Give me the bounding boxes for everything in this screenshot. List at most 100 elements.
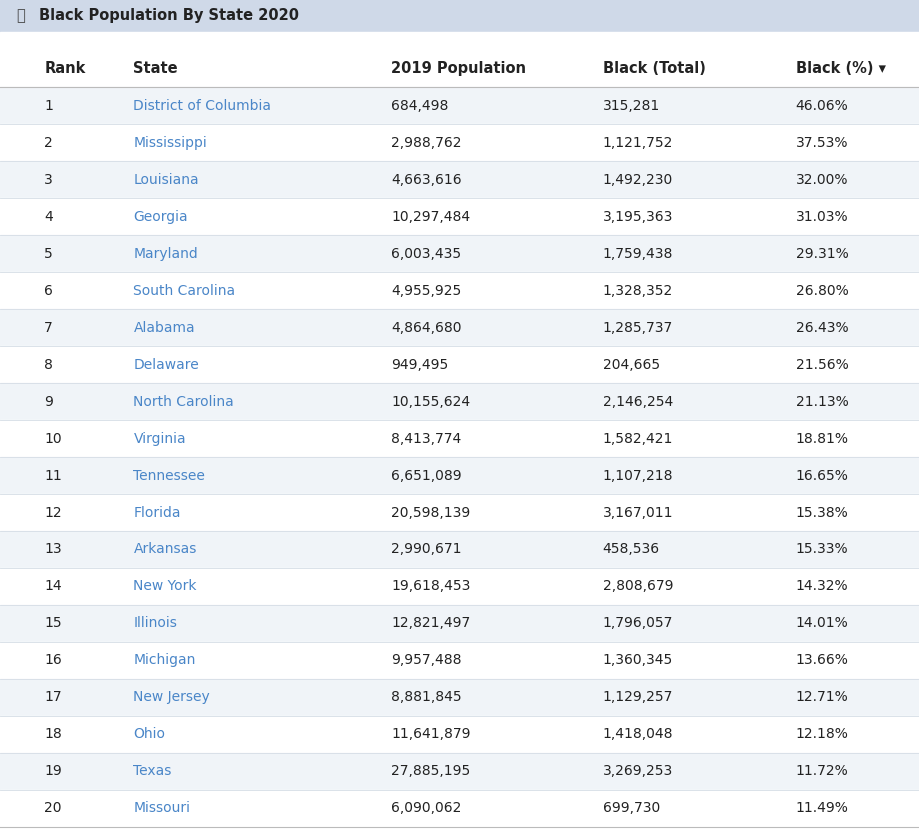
Text: 19,618,453: 19,618,453 <box>391 579 470 593</box>
Text: Texas: Texas <box>133 765 172 779</box>
Text: 1,107,218: 1,107,218 <box>602 469 673 483</box>
Text: 31.03%: 31.03% <box>795 209 847 224</box>
Text: Black (%) ▾: Black (%) ▾ <box>795 61 885 76</box>
Bar <box>0 679 919 715</box>
Bar <box>0 161 919 198</box>
Text: 2,146,254: 2,146,254 <box>602 395 672 409</box>
Text: 17: 17 <box>44 691 62 705</box>
Text: 11.72%: 11.72% <box>795 765 847 779</box>
Text: 12,821,497: 12,821,497 <box>391 617 470 631</box>
Text: 37.53%: 37.53% <box>795 135 847 150</box>
Bar <box>0 235 919 272</box>
Text: 4,663,616: 4,663,616 <box>391 173 461 187</box>
Text: 1,582,421: 1,582,421 <box>602 431 672 445</box>
Bar <box>0 494 919 531</box>
Text: 10: 10 <box>44 431 62 445</box>
Text: 3: 3 <box>44 173 53 187</box>
Text: 7: 7 <box>44 321 53 335</box>
Text: 21.56%: 21.56% <box>795 357 847 371</box>
Text: 21.13%: 21.13% <box>795 395 847 409</box>
Text: 3,269,253: 3,269,253 <box>602 765 672 779</box>
Text: 1,121,752: 1,121,752 <box>602 135 672 150</box>
Text: 4,864,680: 4,864,680 <box>391 321 461 335</box>
Bar <box>0 605 919 642</box>
Text: 6,651,089: 6,651,089 <box>391 469 461 483</box>
Text: 315,281: 315,281 <box>602 99 659 113</box>
Text: Rank: Rank <box>44 61 85 76</box>
Text: 9,957,488: 9,957,488 <box>391 653 461 667</box>
Text: 1,418,048: 1,418,048 <box>602 727 673 741</box>
Text: 19: 19 <box>44 765 62 779</box>
Bar <box>0 420 919 457</box>
Text: Louisiana: Louisiana <box>133 173 199 187</box>
Bar <box>0 87 919 124</box>
Text: Michigan: Michigan <box>133 653 196 667</box>
Bar <box>0 0 919 32</box>
Text: 2: 2 <box>44 135 53 150</box>
Bar <box>0 32 919 50</box>
Text: 26.43%: 26.43% <box>795 321 847 335</box>
Text: Florida: Florida <box>133 505 181 519</box>
Text: Missouri: Missouri <box>133 801 190 815</box>
Text: 12.71%: 12.71% <box>795 691 847 705</box>
Text: 20: 20 <box>44 801 62 815</box>
Bar <box>0 309 919 346</box>
Text: 684,498: 684,498 <box>391 99 448 113</box>
Text: 18.81%: 18.81% <box>795 431 848 445</box>
Text: 6,003,435: 6,003,435 <box>391 247 460 261</box>
Bar <box>0 642 919 679</box>
Text: 14.01%: 14.01% <box>795 617 847 631</box>
Text: 10,297,484: 10,297,484 <box>391 209 470 224</box>
Text: 16: 16 <box>44 653 62 667</box>
Bar <box>0 753 919 789</box>
Text: South Carolina: South Carolina <box>133 283 235 297</box>
Text: 8,413,774: 8,413,774 <box>391 431 460 445</box>
Text: 29.31%: 29.31% <box>795 247 847 261</box>
Text: 32.00%: 32.00% <box>795 173 847 187</box>
Text: 26.80%: 26.80% <box>795 283 847 297</box>
Text: Black Population By State 2020: Black Population By State 2020 <box>39 8 299 23</box>
Text: 12: 12 <box>44 505 62 519</box>
Text: Illinois: Illinois <box>133 617 177 631</box>
Text: 204,665: 204,665 <box>602 357 659 371</box>
Text: 1,796,057: 1,796,057 <box>602 617 672 631</box>
Text: 14: 14 <box>44 579 62 593</box>
Text: Arkansas: Arkansas <box>133 543 197 557</box>
Text: 14.32%: 14.32% <box>795 579 847 593</box>
Text: 949,495: 949,495 <box>391 357 448 371</box>
Text: 27,885,195: 27,885,195 <box>391 765 470 779</box>
Text: 11.49%: 11.49% <box>795 801 847 815</box>
Text: Virginia: Virginia <box>133 431 186 445</box>
Text: 15.38%: 15.38% <box>795 505 847 519</box>
Text: Maryland: Maryland <box>133 247 198 261</box>
Text: State: State <box>133 61 178 76</box>
Text: Black (Total): Black (Total) <box>602 61 705 76</box>
Text: 12.18%: 12.18% <box>795 727 847 741</box>
Text: 15.33%: 15.33% <box>795 543 847 557</box>
Text: 20,598,139: 20,598,139 <box>391 505 470 519</box>
Text: 2019 Population: 2019 Population <box>391 61 526 76</box>
Text: Alabama: Alabama <box>133 321 195 335</box>
Text: 13.66%: 13.66% <box>795 653 847 667</box>
Bar <box>0 346 919 383</box>
Text: 1: 1 <box>44 99 53 113</box>
Text: 2,808,679: 2,808,679 <box>602 579 673 593</box>
Text: 11: 11 <box>44 469 62 483</box>
Text: 458,536: 458,536 <box>602 543 659 557</box>
Bar <box>0 568 919 605</box>
Text: 6: 6 <box>44 283 53 297</box>
Text: 8: 8 <box>44 357 53 371</box>
Text: 9: 9 <box>44 395 53 409</box>
Text: Tennessee: Tennessee <box>133 469 205 483</box>
Text: 4,955,925: 4,955,925 <box>391 283 460 297</box>
Text: Georgia: Georgia <box>133 209 187 224</box>
Bar <box>0 715 919 753</box>
Bar <box>0 531 919 568</box>
Bar <box>0 124 919 161</box>
Text: 6,090,062: 6,090,062 <box>391 801 460 815</box>
Text: Ohio: Ohio <box>133 727 165 741</box>
Bar <box>0 789 919 827</box>
Text: 11,641,879: 11,641,879 <box>391 727 470 741</box>
Bar <box>0 272 919 309</box>
Text: 4: 4 <box>44 209 53 224</box>
